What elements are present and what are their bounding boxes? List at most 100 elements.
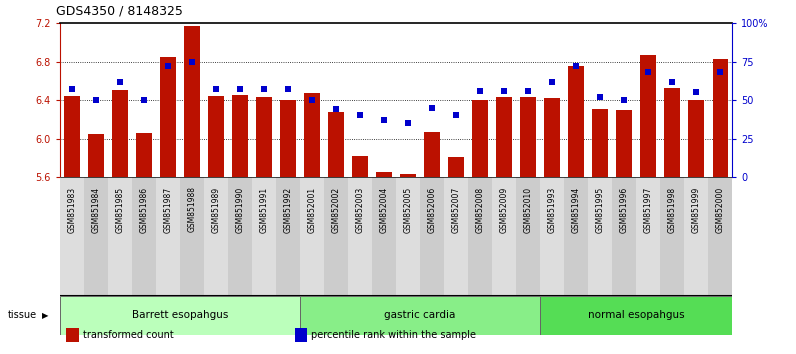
Point bbox=[570, 63, 583, 69]
Bar bbox=[300, 177, 324, 296]
Bar bbox=[280, 100, 296, 177]
Text: GSM851989: GSM851989 bbox=[212, 187, 220, 233]
Bar bbox=[689, 100, 704, 177]
Text: GSM851985: GSM851985 bbox=[115, 187, 124, 233]
Point bbox=[474, 88, 486, 93]
Bar bbox=[616, 110, 632, 177]
Text: GSM852008: GSM852008 bbox=[475, 187, 485, 233]
Point bbox=[89, 97, 102, 103]
Text: GSM852009: GSM852009 bbox=[500, 187, 509, 233]
Point bbox=[546, 79, 559, 84]
Point bbox=[450, 113, 462, 118]
Bar bbox=[396, 177, 420, 296]
Text: GSM852003: GSM852003 bbox=[356, 187, 365, 233]
Text: GDS4350 / 8148325: GDS4350 / 8148325 bbox=[56, 5, 182, 18]
Bar bbox=[300, 296, 540, 335]
Text: GSM851983: GSM851983 bbox=[67, 187, 76, 233]
Bar bbox=[492, 177, 516, 296]
Text: GSM851999: GSM851999 bbox=[692, 187, 700, 233]
Bar bbox=[348, 177, 372, 296]
Text: GSM851994: GSM851994 bbox=[572, 187, 580, 233]
Bar bbox=[444, 177, 468, 296]
Point bbox=[498, 88, 510, 93]
Bar bbox=[60, 296, 300, 335]
Bar bbox=[468, 177, 492, 296]
Text: Barrett esopahgus: Barrett esopahgus bbox=[131, 310, 228, 320]
Bar bbox=[184, 26, 200, 177]
Text: GSM852006: GSM852006 bbox=[427, 187, 436, 233]
Bar bbox=[352, 156, 368, 177]
Text: gastric cardia: gastric cardia bbox=[384, 310, 456, 320]
Point bbox=[426, 105, 439, 110]
Point bbox=[618, 97, 630, 103]
Bar bbox=[84, 177, 107, 296]
Bar bbox=[156, 177, 180, 296]
Bar bbox=[372, 177, 396, 296]
Text: GSM851992: GSM851992 bbox=[283, 187, 292, 233]
Text: GSM851998: GSM851998 bbox=[668, 187, 677, 233]
Point bbox=[113, 79, 126, 84]
Text: GSM851986: GSM851986 bbox=[139, 187, 148, 233]
Text: normal esopahgus: normal esopahgus bbox=[588, 310, 685, 320]
Bar bbox=[228, 177, 252, 296]
Bar bbox=[708, 177, 732, 296]
Point bbox=[162, 63, 174, 69]
Bar bbox=[588, 177, 612, 296]
Text: GSM852010: GSM852010 bbox=[524, 187, 533, 233]
Bar bbox=[66, 327, 79, 342]
Point bbox=[233, 86, 246, 92]
Text: ▶: ▶ bbox=[42, 310, 49, 320]
Bar bbox=[107, 177, 132, 296]
Bar bbox=[295, 327, 307, 342]
Text: GSM851991: GSM851991 bbox=[259, 187, 268, 233]
Point bbox=[714, 69, 727, 75]
Bar bbox=[377, 172, 392, 177]
Bar bbox=[472, 100, 488, 177]
Text: GSM852000: GSM852000 bbox=[716, 187, 725, 233]
Bar bbox=[496, 97, 512, 177]
Bar bbox=[420, 177, 444, 296]
Bar bbox=[132, 177, 156, 296]
Text: GSM852002: GSM852002 bbox=[331, 187, 341, 233]
Point bbox=[642, 69, 654, 75]
Bar bbox=[400, 174, 416, 177]
Bar bbox=[136, 133, 151, 177]
Point bbox=[282, 86, 295, 92]
Text: GSM851996: GSM851996 bbox=[620, 187, 629, 233]
Bar bbox=[180, 177, 204, 296]
Point bbox=[306, 97, 318, 103]
Bar bbox=[540, 177, 564, 296]
Bar bbox=[112, 90, 127, 177]
Text: GSM852001: GSM852001 bbox=[307, 187, 317, 233]
Point bbox=[353, 113, 366, 118]
Bar bbox=[256, 97, 271, 177]
Bar bbox=[204, 177, 228, 296]
Bar bbox=[88, 134, 103, 177]
Text: GSM852005: GSM852005 bbox=[404, 187, 412, 233]
Point bbox=[666, 79, 679, 84]
Bar bbox=[540, 296, 732, 335]
Bar bbox=[544, 98, 560, 177]
Bar bbox=[64, 96, 80, 177]
Text: GSM851984: GSM851984 bbox=[92, 187, 100, 233]
Text: transformed count: transformed count bbox=[83, 330, 174, 339]
Point bbox=[594, 94, 607, 100]
Point bbox=[402, 120, 415, 126]
Text: GSM851990: GSM851990 bbox=[236, 187, 244, 233]
Bar bbox=[665, 88, 680, 177]
Bar bbox=[641, 55, 656, 177]
Bar bbox=[160, 57, 176, 177]
Bar bbox=[568, 66, 584, 177]
Bar bbox=[448, 157, 464, 177]
Text: GSM852004: GSM852004 bbox=[380, 187, 388, 233]
Bar bbox=[592, 109, 608, 177]
Bar bbox=[276, 177, 300, 296]
Point bbox=[65, 86, 78, 92]
Text: percentile rank within the sample: percentile rank within the sample bbox=[311, 330, 476, 339]
Bar bbox=[612, 177, 636, 296]
Bar bbox=[232, 95, 248, 177]
Point bbox=[330, 107, 342, 112]
Text: GSM851995: GSM851995 bbox=[595, 187, 605, 233]
Bar bbox=[685, 177, 708, 296]
Point bbox=[258, 86, 271, 92]
